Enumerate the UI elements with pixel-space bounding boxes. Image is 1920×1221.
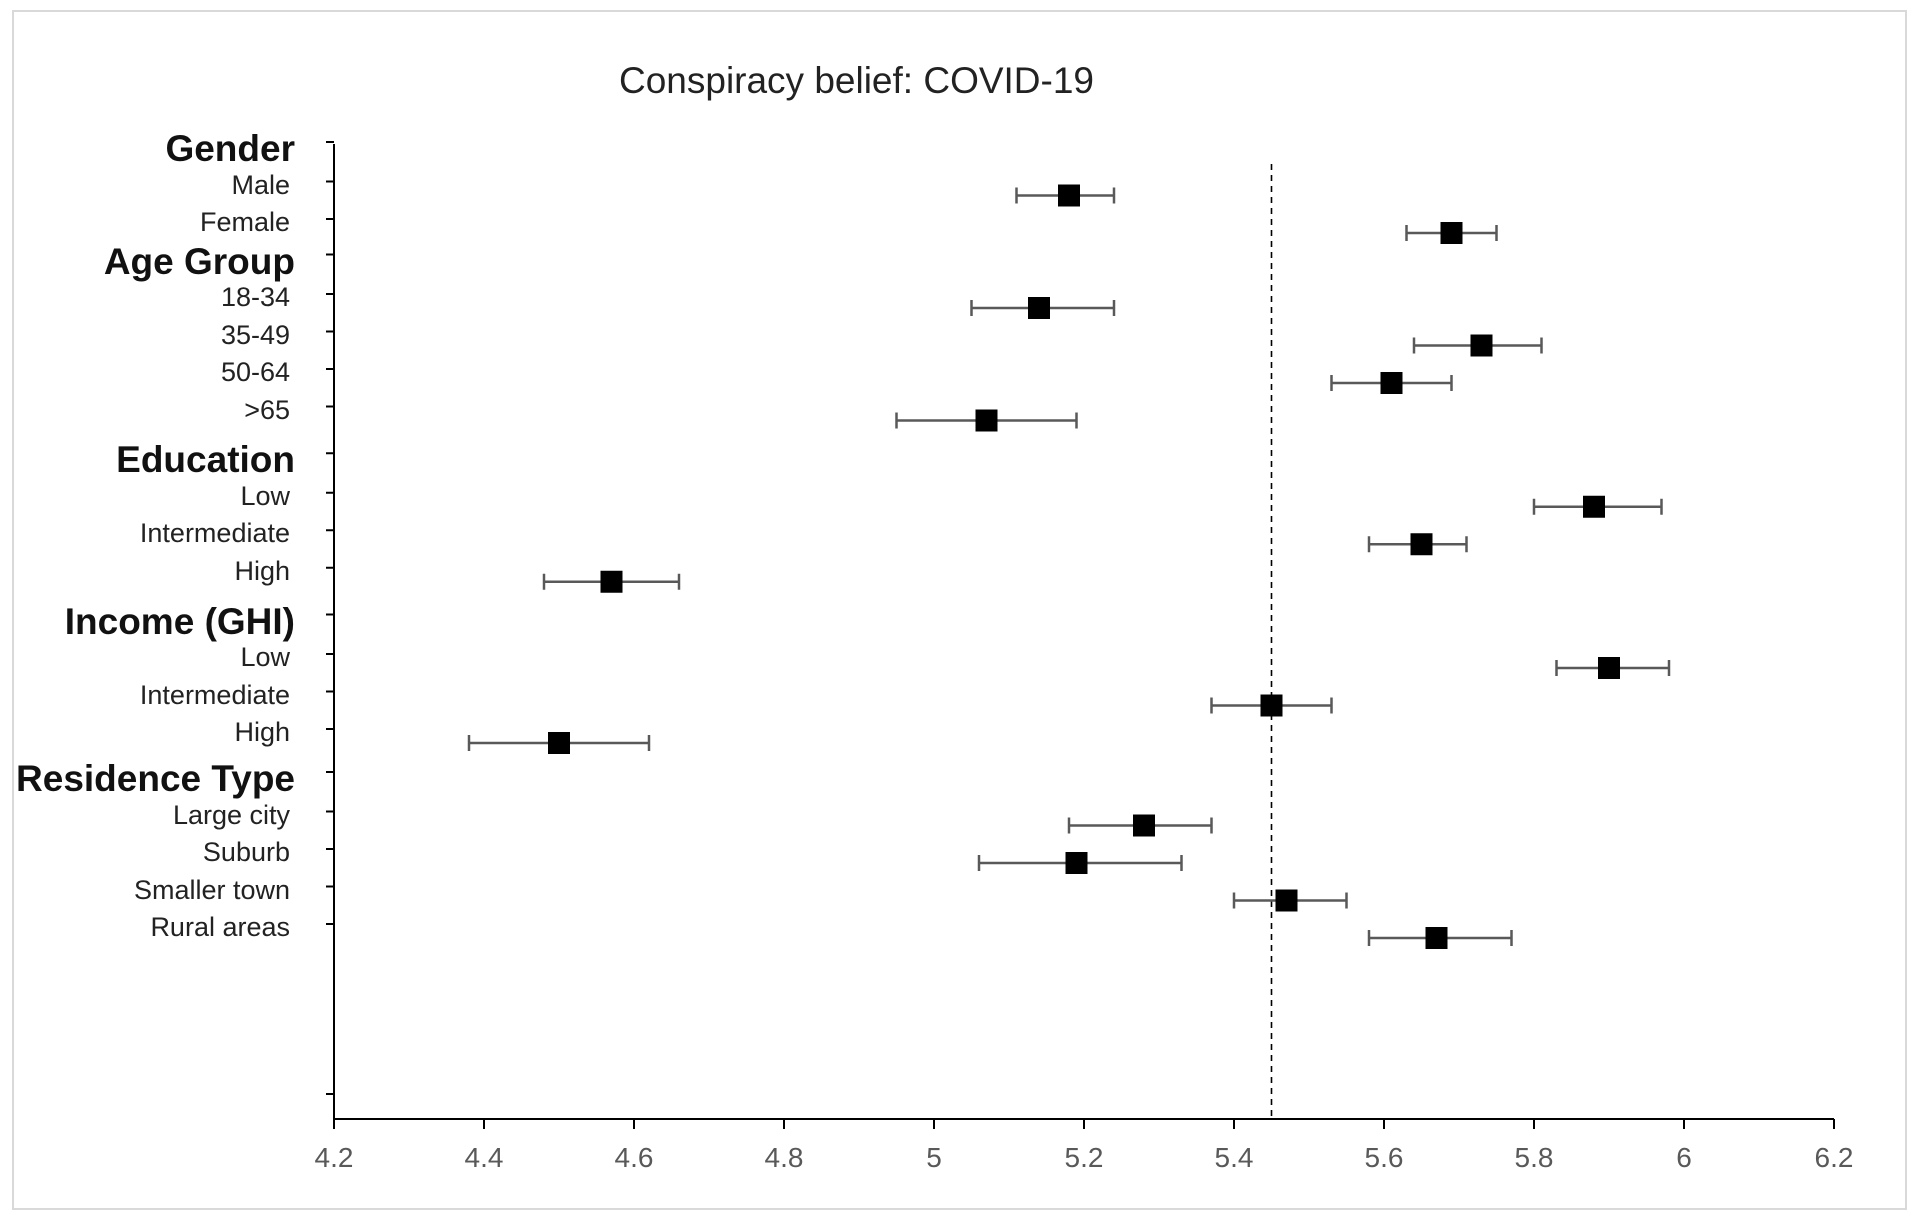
- row-label: Intermediate: [139, 518, 290, 549]
- x-tick-label: 6.2: [1815, 1142, 1854, 1173]
- data-point: [1440, 222, 1463, 244]
- row-label: High: [234, 717, 290, 747]
- row-label: Smaller town: [133, 874, 290, 905]
- data-point: [1028, 297, 1050, 319]
- row-label: 18-34: [220, 282, 290, 312]
- plot-area: 4.2 4.4 4.6 4.8 5 5.2 5.4 5.6 5.8 6 6.2: [315, 141, 1854, 1173]
- row-label: Male: [231, 169, 290, 200]
- group-label: Residence Type: [16, 758, 295, 799]
- group-label: Education: [116, 439, 295, 481]
- data-point: [1583, 495, 1605, 518]
- row-label: Low: [240, 480, 290, 511]
- group-label: Gender: [165, 128, 295, 169]
- chart-title: Conspiracy belief: COVID-19: [618, 60, 1095, 101]
- row-label: Rural areas: [150, 912, 290, 942]
- row-label: Low: [240, 642, 290, 672]
- data-point: [1133, 814, 1155, 837]
- data-point: [1410, 533, 1433, 556]
- data-point: [975, 409, 998, 432]
- data-point: [1380, 372, 1403, 394]
- x-tick-label: 4.6: [615, 1142, 654, 1173]
- data-point: [1260, 694, 1283, 717]
- data-point: [1065, 852, 1088, 874]
- x-tick-label: 5.8: [1515, 1142, 1554, 1173]
- x-tick-label: 5.2: [1065, 1142, 1104, 1173]
- data-point: [1470, 334, 1493, 357]
- row-label: Large city: [172, 799, 290, 830]
- row-label: 50-64: [220, 357, 290, 387]
- x-tick-label: 5.6: [1365, 1142, 1404, 1173]
- chart-frame: Conspiracy belief: COVID-19 Gender Male Fe…: [12, 10, 1907, 1210]
- row-label: >65: [244, 394, 290, 425]
- row-label: Suburb: [202, 837, 290, 867]
- data-point: [600, 570, 623, 593]
- x-tick-label: 6: [1676, 1142, 1692, 1173]
- x-tick-label: 4.8: [765, 1142, 804, 1173]
- row-label: High: [234, 555, 290, 586]
- x-tick-label: 4.4: [465, 1142, 504, 1173]
- x-tick-label: 4.2: [315, 1142, 354, 1173]
- data-point: [1275, 889, 1298, 912]
- row-label: 35-49: [220, 319, 290, 350]
- group-label: Income (GHI): [64, 600, 295, 642]
- data-point: [548, 732, 570, 754]
- row-label: Intermediate: [139, 679, 290, 710]
- row-label: Female: [199, 207, 290, 237]
- x-tick-label: 5.4: [1215, 1142, 1254, 1173]
- data-point: [1425, 927, 1448, 949]
- data-point: [1058, 184, 1080, 207]
- group-label: Age Group: [103, 240, 295, 282]
- x-tick-label: 5: [926, 1142, 942, 1173]
- data-point: [1598, 657, 1620, 679]
